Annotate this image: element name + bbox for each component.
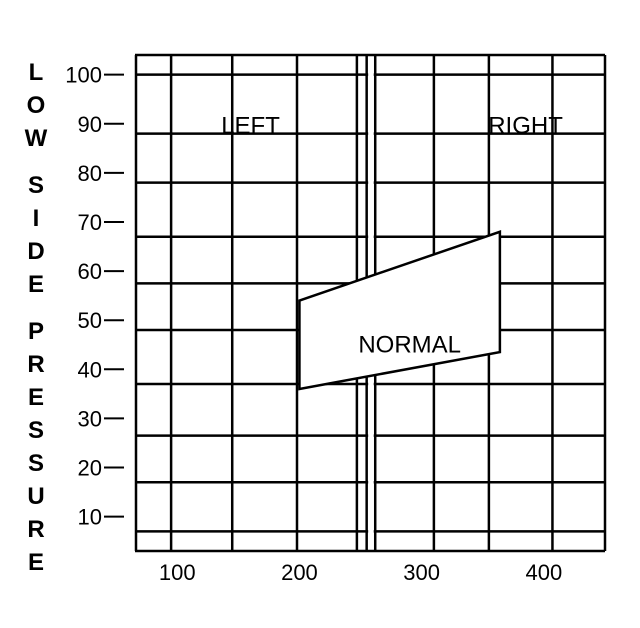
y-tick-label: 80 xyxy=(78,161,102,186)
y-tick-label: 20 xyxy=(78,456,102,481)
normal-band-label: NORMAL xyxy=(358,332,461,359)
y-tick-label: 30 xyxy=(78,406,102,431)
y-tick-label: 70 xyxy=(78,210,102,235)
ticks-layer xyxy=(104,73,124,518)
y-tick-label: 90 xyxy=(78,112,102,137)
x-tick-label: 200 xyxy=(281,560,318,585)
x-tick-label: 100 xyxy=(159,560,196,585)
labels-layer: NORMAL LEFT RIGHT 10 20 30 40 50 60 70 80 90 100 100 2… xyxy=(25,59,564,585)
y-tick-label: 100 xyxy=(65,63,102,88)
normal-band xyxy=(298,230,502,391)
y-tick-label: 50 xyxy=(78,308,102,333)
x-tick-label: 400 xyxy=(526,560,563,585)
y-tick-label: 10 xyxy=(78,505,102,530)
normal-band-layer xyxy=(298,230,502,391)
region-label: LEFT xyxy=(221,113,280,140)
region-label: RIGHT xyxy=(488,113,563,140)
y-tick-label: 40 xyxy=(78,357,102,382)
y-tick-label: 60 xyxy=(78,259,102,284)
x-tick-label: 300 xyxy=(403,560,440,585)
